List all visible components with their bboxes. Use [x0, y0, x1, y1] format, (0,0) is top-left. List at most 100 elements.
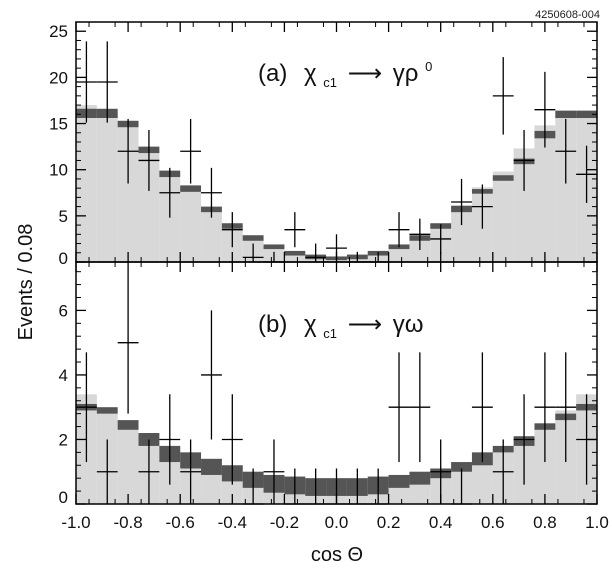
panel-b-point-3 [138, 439, 160, 504]
panel-a-band-10 [284, 250, 306, 256]
panel-a-band-23 [555, 110, 577, 118]
panel-a-y-tick-label-1: 5 [59, 207, 68, 226]
panel-a-point-21 [513, 130, 535, 191]
panel-a-hist-bar-1 [96, 112, 118, 262]
x-axis-label: cos Θ [311, 544, 363, 566]
panel-a-point-11 [305, 243, 327, 262]
panel-a-point-0 [76, 41, 97, 123]
panel-b-frame [75, 261, 598, 505]
panel-a-point-23 [555, 118, 577, 184]
panel-a-hist-bar-20 [492, 171, 514, 262]
panel-b-band-15 [388, 474, 410, 488]
panel-a-band-5 [180, 185, 202, 192]
panel-a-subscript: c1 [323, 75, 337, 90]
panel-a-band-8 [242, 235, 264, 241]
panel-a-histogram [76, 105, 597, 262]
figure-id: 4250608-004 [535, 9, 600, 21]
panel-a-band-24 [576, 110, 597, 118]
panel-b-y-tick-label-0: 0 [59, 488, 68, 507]
panel-b-point-16 [409, 352, 431, 463]
panel-b-point-21 [513, 394, 535, 485]
x-tick-label-7: 0.4 [429, 513, 453, 532]
panel-b-arrow: ⟶ [348, 311, 382, 338]
panel-a-point-16 [409, 218, 431, 250]
panel-a-hist-bar-6 [201, 207, 222, 262]
panel-b-point-1 [96, 439, 118, 504]
panel-a-point-3 [138, 130, 160, 191]
panel-b-point-22 [534, 352, 556, 463]
panel-a-point-4 [159, 167, 181, 218]
panel-b-point-5 [180, 439, 202, 504]
panel-b-point-7 [221, 394, 243, 485]
panel-a-point-17 [430, 224, 452, 254]
panel-a-point-8 [242, 243, 264, 262]
x-tick-labels: -1.0 -0.8 -0.6 -0.4 -0.2 0.0 0.2 0.4 0.6 0.8 1.0 [61, 513, 608, 532]
panel-a-hist-bar-21 [513, 148, 535, 262]
panel-a-arrow: ⟶ [348, 60, 382, 87]
panel-b-title: (b) χ c1 ⟶ γω [258, 311, 424, 344]
panel-b-chi-symbol: χ [304, 311, 317, 338]
panel-a-hist-bar-10 [284, 250, 306, 262]
panel-a-band-20 [492, 175, 514, 181]
x-tick-label-3: -0.4 [218, 513, 247, 532]
panel-b-point-15 [388, 352, 410, 463]
panel-b: 0 2 4 6 (b) χ c1 ⟶ γω [59, 261, 598, 507]
panel-a-point-20 [492, 57, 514, 135]
panel-a-chi-symbol: χ [304, 60, 317, 87]
panel-b-hist-bar-2 [117, 423, 139, 504]
panel-b-y-tick-labels: 0 2 4 6 [59, 301, 68, 507]
panel-b-y-tick-label-2: 4 [59, 366, 68, 385]
x-tick-label-2: -0.6 [166, 513, 195, 532]
panel-b-y-tick-label-1: 2 [59, 430, 68, 449]
panel-a-point-1 [96, 41, 118, 123]
panel-b-band-2 [117, 420, 139, 430]
panel-b-point-2 [117, 271, 139, 414]
panel-b-y-tick-label-3: 6 [59, 301, 68, 320]
panel-b-band-1 [96, 407, 118, 414]
panel-a-hist-bar-23 [555, 112, 577, 262]
panel-a-hist-bar-22 [534, 125, 556, 262]
panel-a-hist-bar-2 [117, 125, 139, 262]
panel-a-hist-bar-18 [451, 207, 472, 262]
panel-a-point-2 [117, 118, 139, 184]
panel-b-subscript: c1 [323, 326, 337, 341]
x-tick-label-10: 1.0 [585, 513, 609, 532]
x-tick-label-8: 0.6 [481, 513, 505, 532]
panel-a-hist-bar-3 [138, 148, 160, 262]
panel-b-band-16 [409, 471, 431, 485]
panel-b-point-20 [492, 439, 514, 504]
x-tick-label-5: 0.0 [325, 513, 349, 532]
panel-b-point-4 [159, 394, 181, 485]
panel-a-point-22 [534, 71, 556, 148]
panel-a-point-5 [180, 118, 202, 184]
x-tick-label-4: -0.2 [270, 513, 299, 532]
x-tick-label-0: -1.0 [61, 513, 90, 532]
panel-a-point-19 [471, 184, 493, 229]
panel-b-point-23 [555, 352, 577, 463]
x-tick-label-9: 0.8 [533, 513, 557, 532]
panel-a-y-tick-label-5: 25 [49, 22, 68, 41]
panel-b-point-9 [263, 439, 285, 504]
panel-a-title: (a) χ c1 ⟶ γρ 0 [258, 59, 432, 93]
panel-a-label: (a) [258, 60, 287, 87]
panel-b-band-18 [451, 462, 472, 472]
panel-a-hist-bar-0 [76, 105, 97, 262]
panel-a-y-tick-labels: 0 5 10 15 20 25 [49, 22, 68, 268]
panel-b-point-0 [76, 352, 97, 463]
panel-b-point-6 [201, 310, 222, 440]
panel-a-y-tick-label-2: 10 [49, 161, 68, 180]
panel-a-point-24 [576, 145, 597, 203]
panel-a-final-state: γρ [393, 60, 419, 87]
x-tick-label-6: 0.2 [377, 513, 401, 532]
panel-a-band-9 [263, 244, 285, 250]
panel-a-point-15 [388, 212, 410, 248]
panel-a-hist-bar-5 [180, 187, 202, 262]
panel-b-point-19 [471, 352, 493, 463]
panel-a-y-tick-label-0: 0 [59, 249, 68, 268]
panel-b-final-state: γω [393, 311, 424, 338]
panel-b-band-6 [201, 458, 222, 475]
panel-b-point-17 [430, 439, 452, 504]
panel-a-point-6 [201, 167, 222, 218]
panel-a-point-7 [221, 212, 243, 248]
